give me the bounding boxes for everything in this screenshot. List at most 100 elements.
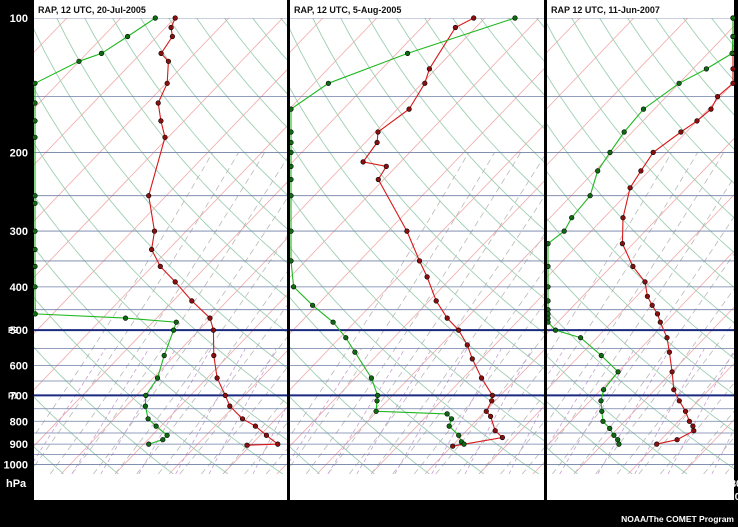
temperature-point	[682, 408, 689, 414]
mixing-ratio-line	[175, 348, 246, 474]
temperature-point	[164, 80, 170, 86]
dewpoint-point	[352, 349, 358, 355]
temperature-point	[424, 274, 430, 280]
temperature-point	[252, 423, 258, 429]
mixing-ratio-label: 20.0	[240, 492, 260, 503]
dewpoint-point	[368, 375, 375, 381]
moist-adiabat-line	[552, 216, 734, 474]
temperature-point	[406, 106, 412, 112]
dewpoint-point	[448, 416, 455, 422]
temperature-point	[464, 342, 470, 348]
dewpoint-point	[444, 411, 450, 417]
dry-adiabat-line	[34, 297, 229, 474]
dewpoint-point	[153, 423, 159, 429]
isotherm-line	[547, 194, 734, 391]
dewpoint-point	[640, 106, 647, 112]
temperature-tick-label: 20	[473, 479, 485, 490]
dewpoint-point	[32, 228, 38, 234]
temperature-point	[674, 437, 680, 443]
panel-title: RAP, 12 UTC, 20-Jul-2005	[38, 5, 146, 15]
dewpoint-point	[730, 15, 736, 21]
dewpoint-point	[456, 432, 462, 438]
temperature-point	[375, 176, 381, 183]
temperature-point	[471, 15, 477, 21]
dewpoint-point	[291, 284, 297, 290]
dewpoint-point	[600, 418, 606, 424]
dewpoint-point	[32, 100, 38, 106]
mixing-ratio-line	[431, 348, 502, 474]
temperature-point	[671, 387, 677, 393]
moist-adiabat-line	[136, 271, 287, 474]
isotherm-line	[34, 125, 287, 391]
dry-adiabat-line	[0, 18, 9, 474]
isotherm-line	[290, 18, 540, 278]
temperature-point	[489, 398, 495, 404]
temperature-point	[222, 392, 228, 399]
dry-adiabat-line	[368, 18, 544, 231]
temperature-point	[263, 432, 270, 438]
dry-adiabat-line	[290, 396, 375, 474]
mixing-ratio-line	[597, 348, 671, 474]
axis-labels: -10 0 10 20 30 2.0 3.0 5.0 10.0 20.0 -10 0 10 20 30 1.0…	[4, 13, 738, 503]
dewpoint-point	[598, 398, 604, 404]
dewpoint-point	[587, 193, 593, 199]
moist-adiabat-line	[547, 152, 699, 391]
moist-adiabat-line	[370, 234, 544, 474]
mixing-ratio-label: 2.0	[353, 492, 367, 503]
moist-adiabat-line	[290, 152, 496, 468]
temperature-point	[168, 24, 174, 31]
mixing-ratio-line	[100, 348, 177, 474]
dry-adiabat-line	[34, 396, 119, 474]
dry-adiabat-line	[547, 355, 688, 474]
mixing-ratio-label: 10.0	[181, 492, 201, 503]
temperature-point	[172, 279, 178, 285]
moist-adiabat-line	[547, 152, 672, 357]
mixing-ratio-line	[327, 348, 406, 474]
temperature-point	[650, 149, 656, 155]
temperature-point	[158, 118, 164, 124]
pressure-tick-label: 100	[10, 13, 28, 25]
dewpoint-point	[446, 423, 452, 429]
dry-adiabat-line	[340, 18, 544, 265]
isotherm-line	[60, 238, 287, 474]
temperature-point	[211, 352, 217, 359]
temperature-point	[654, 441, 660, 447]
temperature-tick-label: -10	[310, 479, 325, 490]
moist-adiabat-line	[392, 269, 544, 474]
temperature-point	[627, 185, 633, 191]
dry-adiabat-line	[290, 297, 485, 474]
moist-adiabat-line	[34, 152, 213, 437]
temperature-point	[483, 408, 489, 414]
temperature-point	[444, 315, 450, 321]
dry-adiabat-line	[547, 171, 734, 359]
moist-adiabat-line	[305, 152, 522, 474]
moist-adiabat-line	[327, 155, 544, 474]
dewpoint-point	[373, 408, 379, 414]
temperature-point	[619, 241, 626, 247]
temperature-point	[165, 58, 171, 64]
moist-adiabat-line	[49, 152, 266, 474]
dewpoint-point	[598, 352, 604, 359]
background-grid	[290, 18, 544, 474]
temperature-point	[669, 369, 675, 375]
mixing-ratio-line	[138, 348, 212, 474]
temperature-point	[456, 327, 462, 333]
pressure-tick-label: 400	[10, 282, 28, 294]
temperature-point	[714, 93, 721, 100]
panel-background	[290, 0, 544, 500]
dewpoint-point	[161, 352, 167, 359]
temperature-point	[207, 315, 213, 321]
mixing-ratio-line	[71, 348, 150, 474]
temperature-point	[404, 228, 410, 234]
dry-adiabat-line	[34, 28, 287, 333]
temperature-point	[691, 428, 697, 434]
temperature-tick-label: 10	[622, 479, 634, 490]
dry-adiabat-line	[547, 23, 734, 253]
mixing-ratio-label: 1.0	[305, 492, 319, 503]
isotherm-line	[573, 306, 734, 474]
temperature-point	[489, 392, 496, 399]
temperature-point	[730, 80, 736, 86]
dewpoint-point	[615, 369, 621, 375]
dry-adiabat-line	[547, 123, 734, 324]
dry-adiabat-line	[290, 246, 539, 474]
